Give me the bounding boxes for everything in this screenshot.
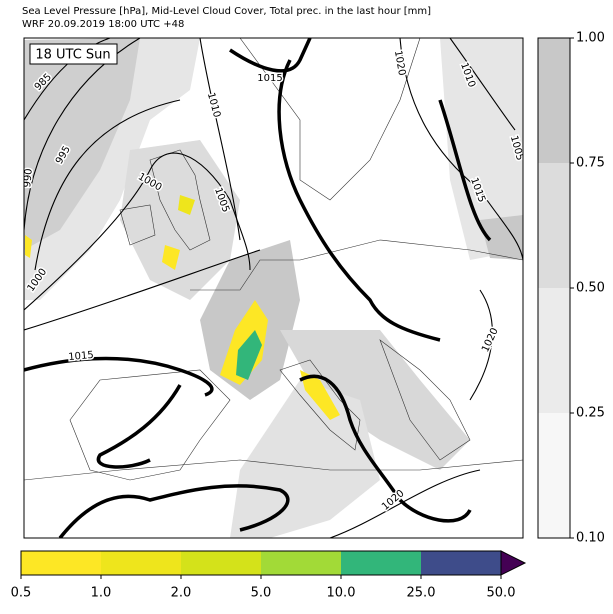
precip-level xyxy=(181,551,261,575)
precip-tick-label: 10.0 xyxy=(327,586,356,601)
precip-tick-label: 0.5 xyxy=(11,586,32,601)
cloud-tick-label: 1.00 xyxy=(576,31,605,46)
precip-tick-label: 5.0 xyxy=(251,586,272,601)
precip-tick-label: 2.0 xyxy=(171,586,192,601)
cloud-tick-label: 0.25 xyxy=(576,406,605,421)
cloud-cover xyxy=(24,38,523,538)
cloud-tick-label: 0.50 xyxy=(576,281,605,296)
precip-level xyxy=(261,551,341,575)
isobar-label: 990 xyxy=(22,168,35,188)
precip-tick-label: 25.0 xyxy=(407,586,436,601)
isobar-label: 1015 xyxy=(68,350,94,363)
cloud-tick-label: 0.10 xyxy=(576,531,605,546)
precip-tick-label: 1.0 xyxy=(91,586,112,601)
title: Sea Level Pressure [hPa], Mid-Level Clou… xyxy=(22,6,431,17)
isobar-label: 1015 xyxy=(257,73,282,84)
coastlines xyxy=(24,38,523,481)
cloud-level xyxy=(538,38,570,163)
precip-extend xyxy=(500,550,527,576)
cloud-level xyxy=(538,163,570,288)
time-label: 18 UTC Sun xyxy=(35,48,110,63)
map-frame xyxy=(23,37,524,539)
precip-tick-label: 50.0 xyxy=(487,586,516,601)
cloud-level xyxy=(538,288,570,413)
isobars xyxy=(24,38,523,538)
precip-level xyxy=(341,551,421,575)
precip-level xyxy=(101,551,181,575)
precipitation xyxy=(25,195,340,420)
map: 985 990 995 1000 1005 1010 1015 1020 101… xyxy=(22,38,523,538)
cloud-level xyxy=(538,413,570,538)
precip-level xyxy=(21,551,101,575)
cloud-tick-label: 0.75 xyxy=(576,156,605,171)
subtitle: WRF 20.09.2019 18:00 UTC +48 xyxy=(22,19,184,30)
time-box xyxy=(29,43,118,65)
precip-level xyxy=(421,551,501,575)
colorbars: 0.10 0.25 0.50 0.75 1.00 0.5 1.0 2.0 5.0 10.0 25.0… xyxy=(11,31,605,601)
